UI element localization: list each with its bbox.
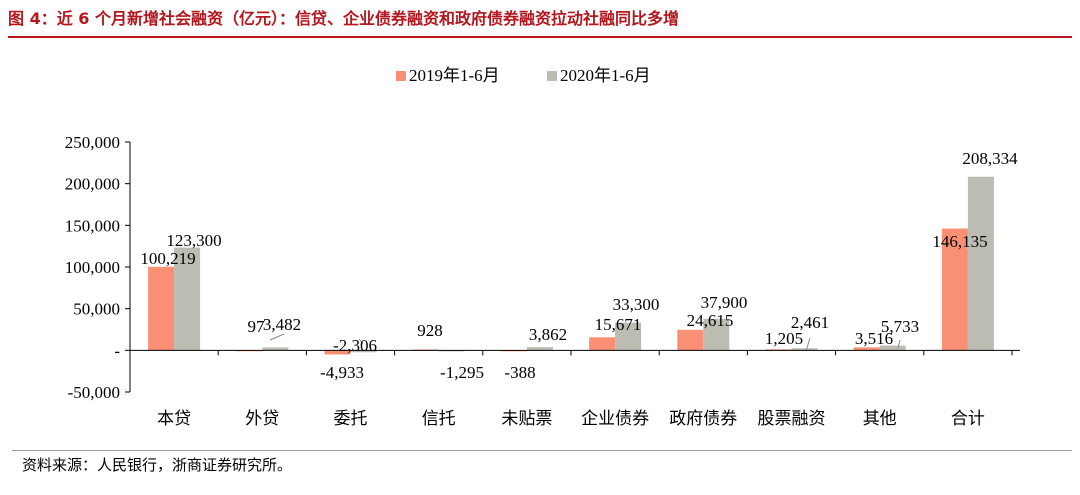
data-label-2019: 928: [417, 321, 443, 340]
footer-divider: [12, 450, 1072, 451]
bars: [148, 176, 994, 355]
data-label-2019: 3,516: [855, 329, 893, 348]
data-label-2019: -4,933: [320, 363, 364, 382]
label-leader-line: [897, 339, 901, 349]
y-tick-label: 250,000: [65, 133, 120, 152]
data-label-2019: 97: [248, 317, 266, 336]
source-note: 资料来源：人民银行，浙商证券研究所。: [22, 456, 293, 474]
bar-2019: [941, 228, 968, 351]
label-leader-line: [358, 338, 364, 345]
data-labels: 100,219 97 -4,933 928 -388 15,671 24,615 1,205 3…: [140, 149, 1018, 382]
legend-swatch-2: [547, 71, 557, 81]
data-label-2020: -1,295: [440, 363, 484, 382]
data-label-2019: 15,671: [595, 315, 642, 334]
x-tick-label: 委托: [334, 409, 368, 428]
data-label-2020: 2,461: [791, 313, 829, 332]
bar-2019: [765, 349, 792, 351]
y-tick-label: 200,000: [65, 175, 120, 194]
bar-chart: 2019年1-6月 2020年1-6月 -50,000-50,000100,000…: [65, 66, 1020, 428]
bar-2020: [174, 247, 201, 351]
bar-2019: [853, 347, 880, 351]
data-label-2020: 208,334: [962, 149, 1018, 168]
bar-2019: [324, 350, 351, 355]
legend-label-1: 2019年1-6月: [409, 66, 500, 85]
data-label-2020: 123,300: [166, 231, 221, 250]
data-label-2019: 100,219: [140, 249, 195, 268]
x-tick-label: 企业债券: [581, 409, 649, 428]
bar-2020: [438, 350, 465, 352]
y-tick-label: 50,000: [73, 300, 120, 319]
y-tick-label: 100,000: [65, 258, 120, 277]
x-tick-label: 合计: [951, 409, 985, 428]
x-tick-label: 其他: [863, 409, 897, 428]
x-tick-label: 信托: [422, 409, 456, 428]
x-tick-label: 本贷: [157, 409, 191, 428]
x-tick-label: 股票融资: [758, 409, 826, 428]
x-tick-label: 未贴票: [501, 409, 552, 428]
bar-2020: [262, 347, 289, 351]
bar-2020: [350, 350, 377, 353]
legend: 2019年1-6月 2020年1-6月: [396, 66, 651, 85]
bar-2020: [615, 322, 642, 351]
data-label-2020: -2,306: [333, 336, 377, 355]
data-label-2019: 146,135: [932, 232, 987, 251]
data-label-2020: 33,300: [613, 295, 660, 314]
data-label-2019: -388: [504, 363, 535, 382]
x-axis: 本贷 外贷 委托 信托 未贴票 企业债券 政府债券 股票融资 其他 合计: [129, 349, 1020, 428]
bar-2020: [879, 345, 906, 351]
bar-2020: [791, 348, 818, 351]
data-label-2020: 3,862: [529, 325, 567, 344]
y-tick-label: 150,000: [65, 216, 120, 235]
bar-2019: [589, 337, 616, 351]
y-tick-label: -: [114, 341, 120, 360]
legend-label-2: 2020年1-6月: [560, 66, 651, 85]
bar-2020: [967, 176, 994, 351]
legend-swatch-1: [396, 71, 406, 81]
data-label-2019: 24,615: [687, 311, 734, 330]
bar-2019: [148, 266, 175, 351]
y-axis: -50,000-50,000100,000150,000200,000250,0…: [65, 133, 131, 402]
x-tick-label: 外贷: [245, 409, 279, 428]
bar-2020: [703, 318, 730, 351]
label-leader-line: [269, 333, 285, 341]
bar-2019: [677, 329, 704, 351]
x-tick-label: 政府债券: [669, 409, 737, 428]
data-label-2020: 37,900: [701, 293, 748, 312]
y-tick-label: -50,000: [68, 383, 120, 402]
data-label-2020: 3,482: [263, 315, 301, 334]
data-label-2019: 1,205: [765, 329, 803, 348]
figure-title: 图 4：近 6 个月新增社会融资（亿元）：信贷、企业债券融资和政府债券融资拉动社…: [8, 4, 1072, 38]
label-leader-line: [805, 337, 811, 352]
data-label-2020: 5,733: [881, 317, 919, 336]
bar-2020: [526, 347, 553, 351]
